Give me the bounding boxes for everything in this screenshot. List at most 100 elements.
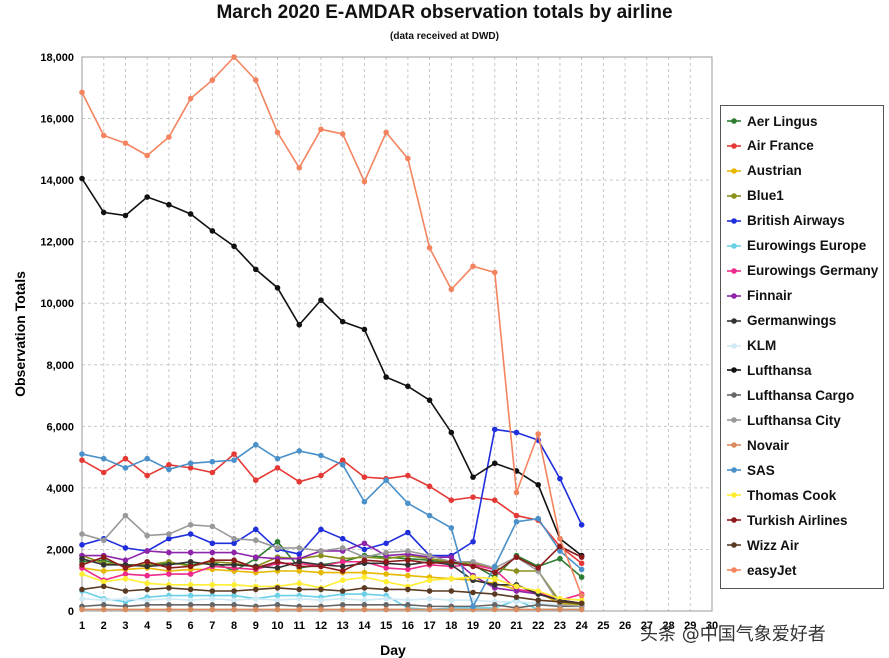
data-point [252,477,259,483]
y-tick-label: 8,000 [46,360,74,372]
legend-swatch [727,390,741,400]
data-point [513,512,520,519]
legend-item: Thomas Cook [727,484,836,506]
legend-item: Aer Lingus [727,110,818,132]
data-point [187,606,194,613]
data-point [79,571,85,577]
data-point [361,602,368,608]
data-point [535,588,542,594]
data-point [513,568,520,574]
data-point [535,515,542,522]
data-point [513,583,520,590]
data-point [252,442,259,448]
y-tick-label: 6,000 [46,421,74,433]
data-point [448,558,455,565]
data-point [339,535,346,542]
data-point [426,245,433,251]
data-point [144,597,150,604]
data-point [166,134,172,140]
data-point [383,540,389,547]
data-point [557,598,563,605]
legend-item: Lufthansa City [727,409,841,431]
data-point [296,478,303,485]
data-point [491,426,498,433]
legend-swatch [727,191,741,201]
x-tick-label: 15 [380,620,392,632]
series-novair [79,606,585,613]
data-point [318,563,324,570]
data-point [274,565,281,571]
data-point [79,175,85,182]
plot-area [81,56,713,612]
series-lufthansa-city [79,512,585,610]
data-point [231,582,237,588]
data-point [144,606,150,613]
data-point [252,586,259,593]
data-point [144,152,150,159]
data-point [144,558,150,565]
data-point [578,600,585,607]
axes: 1 2 3 4 5 6 7 8 9 10 11 12 13 14 15 16 17 18 19 20 21 22 23 24 2… [40,52,718,632]
data-point [535,597,542,604]
chart-subtitle: (data received at DWD) [390,31,499,42]
data-point [166,466,172,473]
data-point [100,606,107,613]
data-point [296,545,303,551]
data-point [187,522,194,528]
data-point [166,531,172,537]
data-point [339,457,346,463]
legend-swatch [727,365,741,375]
data-point [318,569,324,576]
series-easyjet [79,54,585,599]
data-point [252,606,259,613]
data-point [100,562,107,568]
legend-label: Eurowings Europe [747,238,867,254]
x-tick-label: 14 [358,620,371,632]
x-tick-label: 27 [641,620,653,632]
data-point [557,548,563,554]
data-point [296,563,303,570]
data-point [513,606,520,613]
data-point [557,475,563,482]
legend-swatch [727,440,741,450]
data-point [491,563,498,570]
x-axis-label: Day [380,642,406,658]
y-tick-label: 16,000 [40,114,74,126]
data-point [79,457,85,463]
data-point [448,588,455,594]
data-point [187,211,194,217]
legend-swatch [727,316,741,326]
data-point [209,602,216,608]
legend-label: Air France [747,138,814,154]
legend-label: Wizz Air [747,537,799,553]
data-point [296,551,303,557]
data-point [231,602,237,608]
data-point [339,318,346,325]
data-point [79,555,85,562]
series-lufthansa [79,175,585,559]
data-point [100,602,107,608]
series-line [81,178,583,557]
x-tick-label: 12 [315,620,327,632]
legend-item: easyJet [727,559,797,581]
series-line [81,567,582,608]
data-point [296,568,303,574]
data-point [383,477,389,483]
data-point [144,548,150,554]
x-tick-label: 4 [144,620,151,632]
data-point [187,460,194,467]
data-point [361,546,368,553]
data-point [361,474,368,480]
data-point [144,194,150,200]
data-point [557,555,563,562]
data-point [361,597,368,604]
data-point [405,602,411,608]
data-point [426,512,433,519]
legend-swatch [727,241,741,251]
data-point [166,585,172,591]
legend-label: easyJet [747,562,797,578]
legend-label: Aer Lingus [747,113,818,129]
data-point [339,602,346,608]
data-point [144,580,150,587]
